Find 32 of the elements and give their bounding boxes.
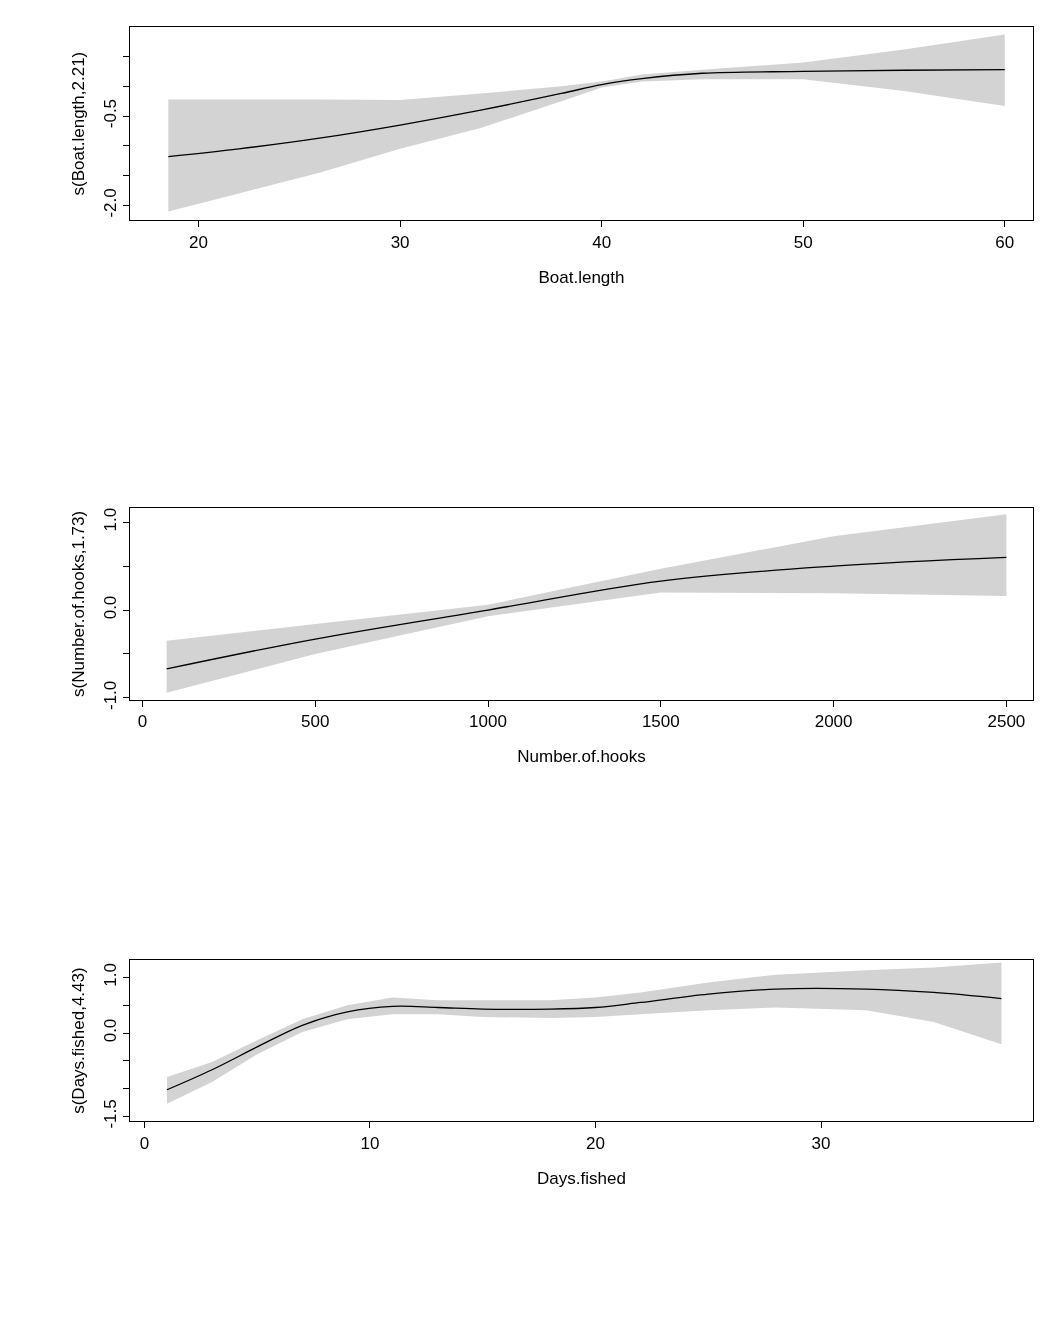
x-tick-label: 20	[189, 232, 208, 252]
x-tick-label: 30	[811, 1133, 831, 1153]
y-tick-label: -2.0	[101, 188, 121, 218]
x-tick-label: 60	[995, 232, 1015, 252]
x-axis-title: Days.fished	[537, 1169, 626, 1189]
x-axis-title: Boat.length	[538, 268, 625, 288]
y-tick-label: -1.0	[101, 680, 121, 710]
x-tick-label: 0	[137, 712, 148, 732]
line-series	[167, 69, 1006, 158]
y-axis-title: s(Days.fished,4.43)	[68, 967, 88, 1114]
line-series	[165, 556, 1008, 670]
y-tick-label: -0.5	[101, 98, 121, 129]
x-axis-title: Number.of.hooks	[517, 747, 646, 767]
y-axis-title: s(Number.of.hooks,1.73)	[68, 510, 88, 697]
y-tick-label: 0.0	[101, 1018, 121, 1043]
y-tick-label: 1.0	[101, 507, 121, 532]
x-tick-label: 20	[586, 1133, 605, 1153]
y-tick-label: -1.5	[101, 1099, 121, 1129]
x-tick-label: 0	[139, 1133, 150, 1153]
y-tick-label: 0.0	[101, 595, 121, 620]
x-tick-label: 30	[390, 232, 410, 252]
x-tick-label: 1000	[469, 712, 507, 732]
line-series	[166, 987, 1003, 1091]
y-tick-label: 1.0	[101, 963, 121, 987]
x-tick-label: 2500	[987, 712, 1026, 732]
x-tick-label: 40	[592, 232, 612, 252]
x-tick-label: 2000	[814, 712, 853, 732]
x-tick-label: 1500	[641, 712, 680, 732]
x-tick-label: 500	[301, 712, 330, 732]
x-tick-label: 10	[360, 1133, 380, 1153]
x-tick-label: 50	[793, 232, 813, 252]
y-axis-title: s(Boat.length,2.21)	[68, 51, 88, 196]
